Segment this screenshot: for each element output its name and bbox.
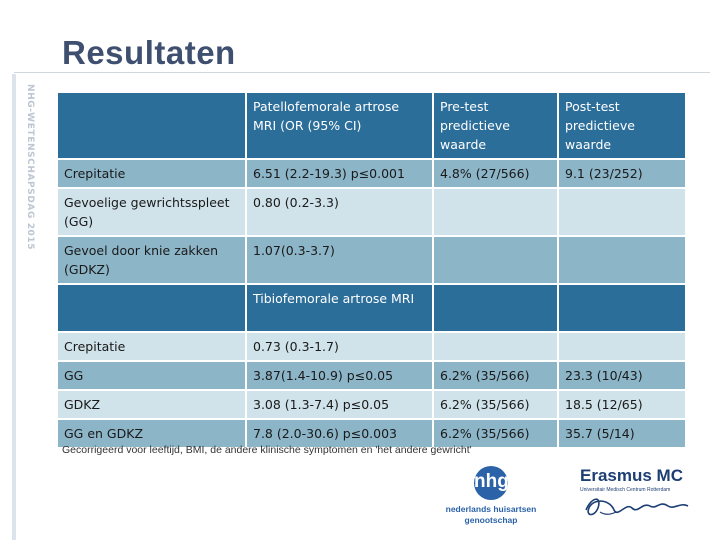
slide-title: Resultaten [62,34,236,71]
nhg-logo-line2: genootschap [464,515,518,525]
title-divider [14,72,710,73]
table-cell [434,189,557,235]
footnote: Gecorrigeerd voor leeftijd, BMI, de ande… [62,444,472,456]
table-cell: 9.1 (23/252) [559,160,685,187]
table-row: Gevoelige gewrichtsspleet (GG) 0.80 (0.2… [58,189,685,235]
row-label: GG [58,362,245,389]
row-label: Crepitatie [58,160,245,187]
side-label-container: NHG-WETENSCHAPSDAG 2015 [22,84,38,264]
erasmus-mc-subtitle: Universitair Medisch Centrum Rotterdam [580,487,671,493]
row-label: Crepitatie [58,333,245,360]
table-cell [559,237,685,283]
header-cell: Post-test predictieve waarde [559,93,685,158]
header-cell [58,285,245,331]
table-cell: 6.2% (35/566) [434,391,557,418]
erasmus-mc-logo: Erasmus MC Universitair Medisch Centrum … [580,466,700,526]
row-label: Gevoelige gewrichtsspleet (GG) [58,189,245,235]
table-row: GG en GDKZ 7.8 (2.0-30.6) p≤0.003 6.2% (… [58,420,685,447]
header-cell: Tibiofemorale artrose MRI [247,285,432,331]
table-row: Gevoel door knie zakken (GDKZ) 1.07(0.3-… [58,237,685,283]
table-cell [434,333,557,360]
side-accent-bar [12,74,16,540]
table-cell: 18.5 (12/65) [559,391,685,418]
table-cell: 35.7 (5/14) [559,420,685,447]
nhg-logo-line1: nederlands huisartsen [445,504,537,514]
header-row-tibiofemoral: Tibiofemorale artrose MRI [58,285,685,331]
table-cell [559,189,685,235]
header-cell [58,93,245,158]
header-cell [559,285,685,331]
table-cell: 6.2% (35/566) [434,420,557,447]
table-cell: 6.2% (35/566) [434,362,557,389]
row-label: Gevoel door knie zakken (GDKZ) [58,237,245,283]
row-label: GG en GDKZ [58,420,245,447]
table-row: GDKZ 3.08 (1.3-7.4) p≤0.05 6.2% (35/566)… [58,391,685,418]
table-cell: 7.8 (2.0-30.6) p≤0.003 [247,420,432,447]
table-cell [559,333,685,360]
table-cell: 3.08 (1.3-7.4) p≤0.05 [247,391,432,418]
table-cell: 6.51 (2.2-19.3) p≤0.001 [247,160,432,187]
table-row: Crepitatie 6.51 (2.2-19.3) p≤0.001 4.8% … [58,160,685,187]
erasmus-mc-name: Erasmus MC [580,466,683,485]
table-row: Crepitatie 0.73 (0.3-1.7) [58,333,685,360]
table-row: GG 3.87(1.4-10.9) p≤0.05 6.2% (35/566) 2… [58,362,685,389]
table-cell: 4.8% (27/566) [434,160,557,187]
nhg-emblem-icon: nhg [474,466,509,500]
results-table: Patellofemorale artrose MRI (OR (95% CI)… [56,91,687,449]
table-cell: 1.07(0.3-3.7) [247,237,432,283]
erasmus-signature-icon [585,498,689,516]
table-cell: 23.3 (10/43) [559,362,685,389]
header-cell: Pre-test predictieve waarde [434,93,557,158]
table-cell [434,237,557,283]
table-cell: 0.80 (0.2-3.3) [247,189,432,235]
table-cell: 0.73 (0.3-1.7) [247,333,432,360]
nhg-logo: nhg nederlands huisartsen genootschap [436,466,546,528]
row-label: GDKZ [58,391,245,418]
table-cell: 3.87(1.4-10.9) p≤0.05 [247,362,432,389]
header-cell [434,285,557,331]
header-row-patellofemoral: Patellofemorale artrose MRI (OR (95% CI)… [58,93,685,158]
header-cell: Patellofemorale artrose MRI (OR (95% CI) [247,93,432,158]
side-label: NHG-WETENSCHAPSDAG 2015 [25,84,35,251]
